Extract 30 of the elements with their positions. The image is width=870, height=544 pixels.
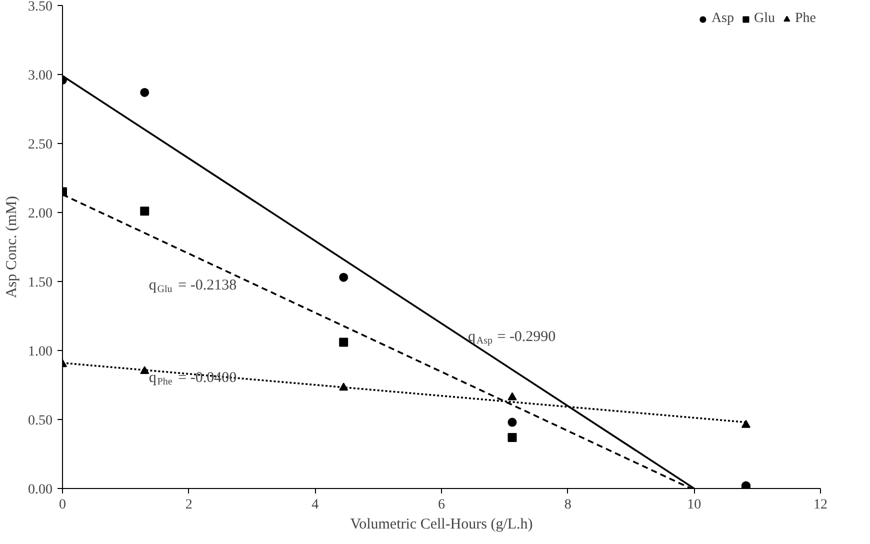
x-axis-title: Volumetric Cell-Hours (g/L.h) bbox=[350, 516, 533, 532]
point bbox=[339, 382, 348, 391]
legend-label: Glu bbox=[754, 11, 775, 27]
x-tick-label: 8 bbox=[564, 498, 572, 512]
y-tick-label: 2.50 bbox=[28, 138, 52, 152]
point bbox=[508, 418, 517, 427]
y-tick-label: 0.00 bbox=[28, 482, 52, 498]
x-tick-label: 2 bbox=[185, 498, 192, 512]
y-tick-label: 1.00 bbox=[28, 344, 52, 360]
x-tick-label: 0 bbox=[59, 498, 66, 512]
y-axis-title: Asp Conc. (mM) bbox=[4, 196, 20, 298]
point bbox=[140, 88, 150, 97]
x-tick-label: 12 bbox=[814, 498, 828, 512]
y-tick-label: 1.50 bbox=[28, 276, 52, 290]
y-tick-label: 2.00 bbox=[28, 206, 52, 222]
point bbox=[508, 392, 517, 400]
y-tick-label: 3.50 bbox=[28, 0, 52, 14]
x-tick-label: 6 bbox=[438, 498, 445, 512]
y-tick-label: 3.00 bbox=[28, 68, 52, 84]
legend-label: Phe bbox=[795, 11, 816, 27]
point bbox=[339, 338, 348, 347]
point bbox=[140, 366, 150, 374]
x-tick-label: 10 bbox=[687, 498, 702, 512]
point bbox=[741, 420, 750, 428]
point bbox=[339, 272, 348, 282]
y-tick-label: 0.50 bbox=[28, 414, 52, 428]
point bbox=[140, 206, 150, 216]
point bbox=[508, 432, 517, 442]
x-tick-label: 4 bbox=[312, 498, 319, 512]
legend-label: Asp bbox=[711, 11, 734, 27]
